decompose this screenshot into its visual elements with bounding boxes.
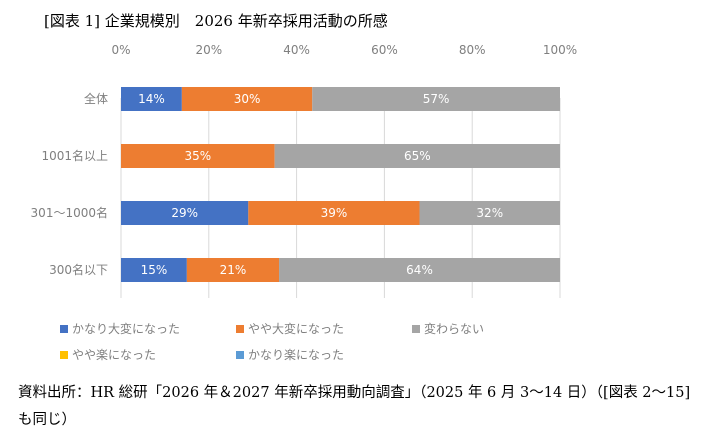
x-tick-label: 80% [459,43,486,57]
bar-segment [181,87,313,111]
legend-label: かなり楽になった [248,348,345,362]
legend-item: かなり楽になった [236,346,344,363]
x-tick-label: 40% [283,43,310,57]
data-label: 64% [406,263,433,277]
legend-swatch [60,324,68,333]
chart-title: [図表 1] 企業規模別 2026 年新卒採用活動の所感 [44,12,388,30]
source-note: 資料出所：HR 総研「2026 年＆2027 年新卒採用動向調査」（2025 年… [18,385,691,428]
legend-swatch [60,350,68,359]
data-label: 21% [220,263,247,277]
data-label: 32% [476,206,503,220]
legend-swatch [412,324,420,333]
stacked-bar-chart: 0% 20% 40% 60% 80% 100% 全体 14% 30% 57% 1001名以上 35% 6… [31,43,577,298]
legend-label: かなり大変になった [72,322,181,336]
x-tick-label: 20% [195,43,222,57]
bar-segment [312,87,560,111]
category-label: 1001名以上 [41,148,108,163]
data-label: 29% [171,206,198,220]
bar-segment [248,201,420,225]
data-label: 57% [423,92,450,106]
bar-segment [186,258,280,282]
x-tick-label: 60% [371,43,398,57]
legend-item: やや大変になった [236,320,344,337]
legend-item: やや楽になった [60,346,156,363]
x-tick-label: 0% [111,43,130,57]
category-label: 全体 [84,91,108,106]
bar-segment [121,144,275,168]
data-label: 65% [404,149,431,163]
legend-label: やや楽になった [72,348,157,362]
data-label: 30% [234,92,261,106]
legend-swatch [236,350,244,359]
legend-label: 変わらない [424,322,485,336]
data-label: 14% [138,92,165,106]
bar-segment [419,201,560,225]
category-label: 301～1000名 [31,205,108,220]
legend-item: かなり大変になった [60,320,180,337]
bar-segment [279,258,560,282]
bar-segment [274,144,560,168]
bar-segment [121,201,249,225]
category-label: 300名以下 [49,262,108,277]
legend-swatch [236,324,244,333]
legend-label: やや大変になった [248,322,345,336]
data-label: 15% [141,263,168,277]
bar-segment [121,258,187,282]
x-tick-label: 100% [543,43,577,57]
data-label: 39% [321,206,348,220]
legend-item: 変わらない [412,320,484,337]
bar-segment [121,87,182,111]
data-label: 35% [184,149,211,163]
